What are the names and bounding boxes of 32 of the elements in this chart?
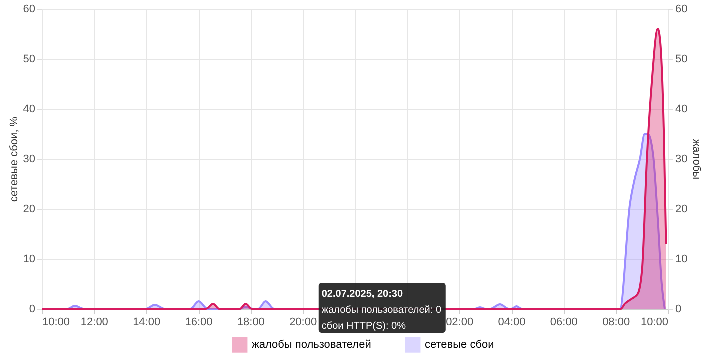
y2-tick-label: 10 (676, 254, 688, 266)
y-axis-title: сетевые сбои, % (8, 116, 20, 202)
x-tick-label: 06:00 (550, 316, 578, 328)
y-tick-label: 50 (23, 54, 36, 66)
y2-tick-label: 60 (676, 4, 688, 16)
y2-tick-label: 40 (676, 104, 688, 116)
y2-axis-title: жалобы (690, 139, 703, 180)
y2-tick-label: 20 (676, 204, 688, 216)
legend-label: сетевые сбои (425, 339, 494, 352)
x-tick-label: 14:00 (133, 316, 161, 328)
y-tick-label: 40 (23, 104, 36, 116)
y2-tick-label: 0 (676, 304, 682, 316)
x-tick-label: 18:00 (237, 316, 265, 328)
x-tick-label: 04:00 (498, 316, 526, 328)
annotation: 02.07.2025, 20:30 (322, 289, 404, 300)
annotation: сбои HTTP(S): 0% (322, 321, 406, 332)
x-tick-label: 10:00 (42, 316, 70, 328)
x-tick-label: 08:00 (602, 316, 630, 328)
legend-label: жалобы пользователей (252, 339, 372, 352)
annotation: жалобы пользователей: 0 (322, 305, 442, 316)
y-tick-label: 0 (29, 304, 36, 316)
x-tick-label: 10:00 (640, 316, 668, 328)
x-tick-label: 20:00 (290, 316, 318, 328)
y2-tick-label: 50 (676, 54, 688, 66)
x-tick-label: 16:00 (185, 316, 213, 328)
x-tick-label: 12:00 (80, 316, 108, 328)
y-tick-label: 10 (23, 254, 36, 266)
y-tick-label: 20 (23, 204, 36, 216)
x-tick-label: 02:00 (446, 316, 474, 328)
y-tick-label: 60 (23, 4, 36, 16)
y2-tick-label: 30 (676, 154, 688, 166)
y-tick-label: 30 (23, 154, 36, 166)
